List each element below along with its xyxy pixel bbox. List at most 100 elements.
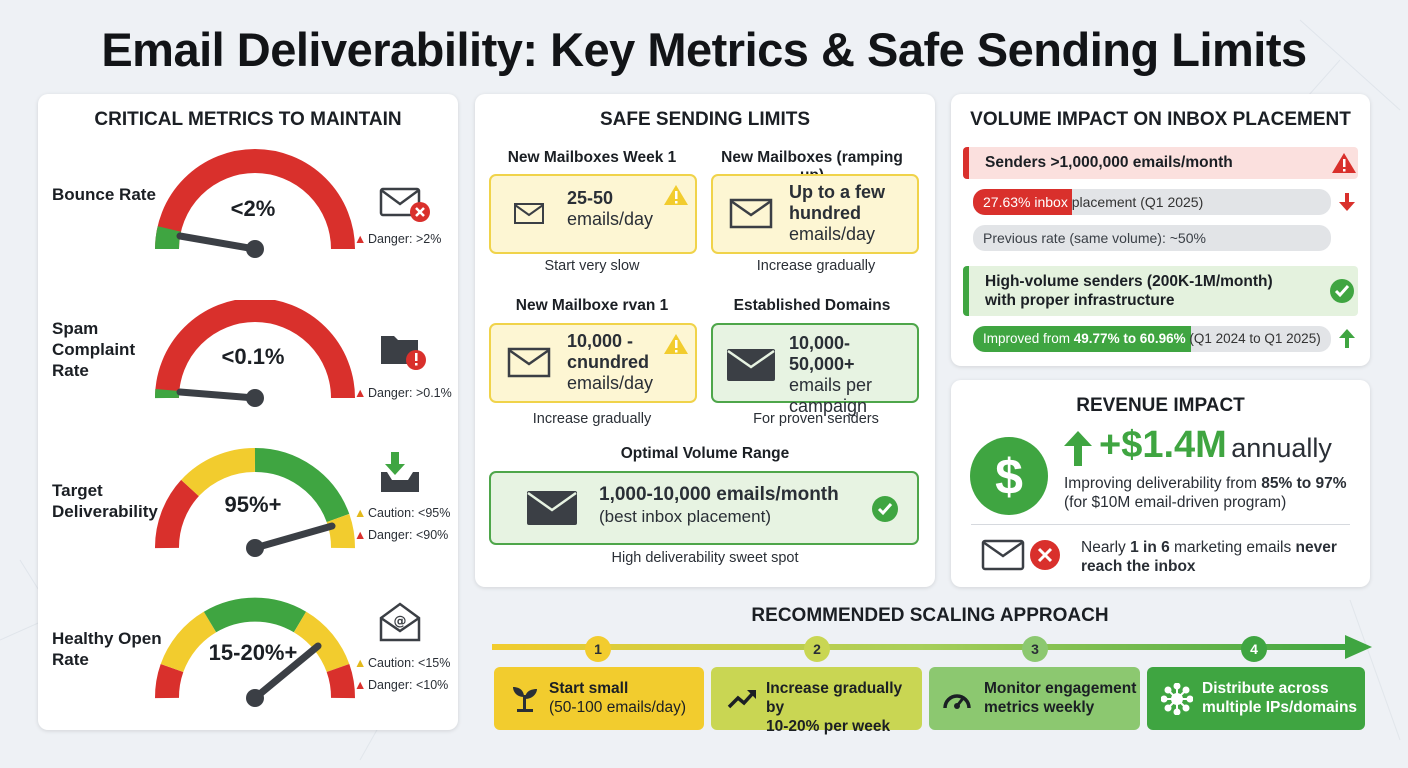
step-number-2: 2 [804,636,830,662]
limit-unit: emails/day [789,224,876,244]
warning-icon [664,185,688,205]
step-number-3: 3 [1022,636,1048,662]
metric-target-deliverability: Target Deliverability 95%+ ▲ Caution: <95… [38,444,458,594]
inbox-placement-fill [973,189,1072,215]
envelope-filled-icon [527,491,577,525]
step-title: Monitor engagement [984,680,1137,697]
dollar-circle-icon: $ [970,437,1048,515]
gauge-value: <0.1% [221,344,285,369]
optimal-volume-card: 1,000-10,000 emails/month (best inbox pl… [489,471,919,545]
limit-unit: emails per campaign [789,375,873,416]
scaling-step-increase-gradually: Increase gradually by 10-20% per week [711,667,922,735]
step-detail: multiple IPs/domains [1202,699,1358,716]
limit-unit: emails/day [567,209,654,229]
step-number-1: 1 [585,636,611,662]
limit-card-heading: New Mailboxes Week 1 [507,149,677,166]
gauge-value: 95%+ [224,492,282,517]
step-detail: 10-20% per week [766,718,891,735]
scaling-progress-arrow [492,635,1372,659]
limit-card-heading: New Mailboxe rvan 1 [515,297,669,314]
high-volume-label: Senders >1,000,000 emails/month [985,154,1233,171]
critical-metrics-heading: CRITICAL METRICS TO MAINTAIN [94,109,402,130]
improved-rate-fill [973,326,1191,352]
metric-spam-complaint-rate: Spam Complaint Rate <0.1% ▲ Danger: >0.1% [38,300,458,450]
limit-card-new-mailboxes-ramping: Up to a few hundred emails/day [711,174,919,254]
spam-complaint-gauge [155,300,355,407]
danger-warning: ▲ Danger: <10% [354,678,449,692]
improved-period: (Q1 2024 to Q1 2025) [1185,331,1321,346]
caution-warning: ▲ Caution: <15% [354,656,451,670]
step-detail: (50-100 emails/day) [549,699,686,716]
folder-alert-icon [381,336,426,370]
danger-warning: ▲ Danger: <90% [354,528,449,542]
metric-label: Spam Complaint Rate [52,319,136,380]
limit-card-heading: Established Domains [733,297,891,314]
envelope-icon [507,347,551,378]
inbox-placement-bar: 27.63% inbox placement (Q1 2025) [973,189,1331,215]
healthy-open-rate-gauge [155,597,355,707]
scaling-step-start-small: Start small (50-100 emails/day) [494,667,704,730]
critical-metrics-panel: CRITICAL METRICS TO MAINTAIN Bounce Rate… [38,94,458,730]
envelope-x-icon [379,187,430,222]
envelope-at-icon: @ [379,602,421,642]
inbox-placement-value: 27.63% inbox [983,194,1068,210]
check-circle-icon [872,496,898,522]
high-volume-sender-alert: Senders >1,000,000 emails/month [963,147,1358,179]
warning-icon [664,334,688,354]
warning-icon [1332,153,1356,173]
improved-value: 49.77% to 60.96% [1073,331,1186,346]
revenue-program-note: (for $10M email-driven program) [1064,494,1287,511]
step-title: Increase gradually by [766,680,903,716]
target-deliverability-gauge [154,447,355,557]
volume-impact-heading: VOLUME IMPACT ON INBOX PLACEMENT [970,109,1351,130]
never-reach-inbox: reach the inbox [1081,558,1196,575]
revenue-impact-heading: REVENUE IMPACT [1076,395,1245,416]
danger-warning: ▲ Danger: >0.1% [354,386,452,400]
limit-unit: emails/day [567,373,654,393]
inbox-download-icon [381,452,419,492]
down-arrow-icon [1339,193,1355,211]
optimal-volume-note: (best inbox placement) [599,507,771,526]
gauge-value: 15-20%+ [208,640,298,665]
envelope-filled-icon [727,349,775,381]
revenue-amount: +$1.4M [1099,424,1227,466]
volume-impact-panel: VOLUME IMPACT ON INBOX PLACEMENT Senders… [951,94,1370,366]
metric-label: Target Deliverability [52,481,158,521]
step-detail: metrics weekly [984,699,1095,716]
up-arrow-icon [1339,329,1355,348]
mid-volume-sender-box: High-volume senders (200K-1M/month) with… [963,266,1358,316]
limit-value: 25-50 [567,188,614,208]
previous-rate-text: Previous rate (same volume): ~50% [983,230,1206,246]
limit-card-caption: Increase gradually [532,411,652,427]
never-reach-text: Nearly [1081,539,1131,556]
revenue-annual: annually [1231,433,1332,463]
bounce-rate-gauge [155,149,355,258]
revenue-improvement: 85% to 97% [1261,475,1347,492]
scaling-step-distribute: Distribute across multiple IPs/domains [1147,667,1365,730]
step-title: Distribute across [1202,680,1329,697]
step-title: Start small [549,680,629,697]
metric-bounce-rate: Bounce Rate <2% ▲ Danger: >2% [38,146,458,296]
svg-text:$: $ [995,449,1023,505]
gauge-value: <2% [230,196,276,221]
check-circle-icon [1330,279,1354,303]
improved-rate-bar: Improved from 49.77% to 60.96% (Q1 2024 … [973,326,1331,352]
safe-sending-limits-panel: SAFE SENDING LIMITS New Mailboxes Week 1… [475,94,935,587]
divider [971,524,1350,525]
limit-card-new-mailboxes-week-1: 25-50 emails/day [489,174,697,254]
optimal-range-caption: High deliverability sweet spot [611,550,799,566]
limit-value: 10,000 - cnundred [567,331,650,372]
gauge-needle [176,388,259,402]
speedometer-icon [943,694,971,709]
up-arrow-icon [1064,431,1092,466]
envelope-icon [514,203,544,224]
never-reach-ratio: 1 in 6 [1130,539,1170,556]
danger-warning: ▲ Danger: >2% [354,232,442,246]
limit-value: Up to a few hundred [789,182,886,223]
optimal-range-heading: Optimal Volume Range [620,445,790,462]
improved-text: Improved from [983,331,1074,346]
revenue-impact-panel: REVENUE IMPACT $ +$1.4M annually Improvi… [951,380,1370,587]
limit-card-caption: For proven senders [753,411,879,427]
limit-value: 10,000-50,000+ [789,333,855,374]
revenue-detail: Improving deliverability from [1064,475,1262,492]
